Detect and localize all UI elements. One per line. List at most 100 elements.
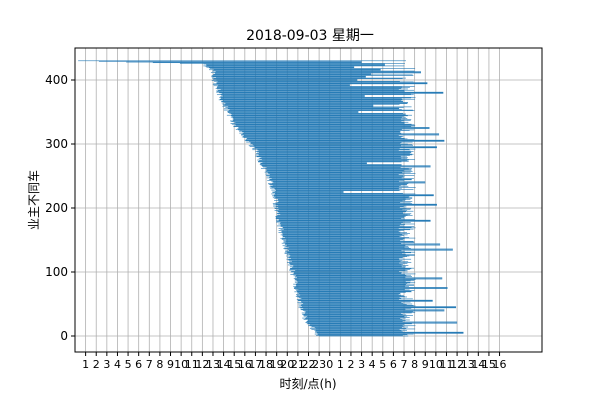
vehicle-bar [278,201,413,202]
vehicle-bar [307,320,406,321]
x-tick-label: 15 [227,358,241,371]
vehicle-bar [255,154,413,156]
vehicle-bar [284,248,453,250]
vehicle-bar [297,281,406,282]
vehicle-bar [300,307,457,309]
vehicle-bar [285,246,409,247]
vehicle-bar [268,183,409,184]
vehicle-bar [302,313,403,315]
vehicle-bar [305,321,458,323]
vehicle-bar [295,270,408,272]
vehicle-bar [316,331,464,333]
vehicle-bar [279,212,404,213]
vehicle-bar [218,99,403,101]
vehicle-bar [276,215,413,216]
vehicle-bar [294,291,412,293]
vehicle-bar [314,333,414,335]
vehicle-bar [250,142,402,144]
vehicle-bar [297,277,443,279]
vehicle-bar [289,269,406,271]
vehicle-bar [300,308,406,310]
vehicle-bar [282,233,403,235]
vehicle-bar [280,224,400,226]
x-tick-label: 2 [347,358,354,371]
vehicle-bar [303,315,413,316]
vehicle-bar [290,264,403,265]
vehicle-bar [246,141,413,143]
vehicle-bar [275,192,403,194]
vehicle-bar [216,82,428,83]
vehicle-bar [269,174,399,176]
vehicle-bar [258,161,402,163]
vehicle-bar [276,210,414,212]
vehicle-bar [269,179,412,181]
vehicle-bar [288,260,403,261]
vehicle-bar [223,108,399,110]
vehicle-bar [230,116,402,118]
vehicle-bar [245,140,445,142]
vehicle-bar [222,100,402,101]
vehicle-bar [309,324,403,326]
x-tick-label: 8 [411,358,418,371]
vehicle-bar [296,285,415,286]
vehicle-bar [301,304,407,305]
vehicle-bar [213,73,372,75]
vehicle-bar [289,268,412,270]
vehicle-bar [288,249,453,251]
vehicle-bar [259,164,402,165]
vehicle-bar [203,63,385,65]
vehicle-bar [300,304,414,306]
vehicle-bar [271,189,399,191]
vehicle-bar [303,314,407,316]
vehicle-bar [292,273,416,275]
vehicle-bar [262,166,431,167]
vehicle-bar [280,224,406,225]
vehicle-bar [260,162,367,164]
vehicle-bar [257,150,411,152]
vehicle-bar [287,249,453,250]
vehicle-bar [277,214,408,216]
vehicle-bar [212,74,413,76]
vehicle-bar [216,91,405,92]
vehicle-bar [233,122,405,124]
vehicle-bar [278,207,400,208]
vehicle-bar [316,335,403,336]
vehicle-bar [281,242,402,244]
vehicle-bar [232,116,404,117]
vehicle-bar [286,258,412,260]
vehicle-bar [278,208,411,210]
vehicle-bar [214,80,400,82]
x-axis-label: 时刻/点(h) [279,377,336,391]
vehicle-bar [255,147,437,149]
vehicle-bar [269,186,400,188]
vehicle-bar [297,296,407,298]
vehicle-bar [283,228,414,230]
vehicle-bar [227,112,359,113]
vehicle-bar [289,261,409,263]
vehicle-bar [289,263,408,264]
vehicle-bar [211,77,406,79]
vehicle-bar [280,226,415,227]
vehicle-bar [214,72,421,74]
vehicle-bar [274,194,434,195]
vehicle-bar [211,76,366,78]
x-tick-label: 13 [206,358,220,371]
x-tick-label: 16 [493,358,507,371]
vehicle-bar [286,255,410,257]
vehicle-bar [301,297,402,299]
vehicle-bar [261,165,431,167]
vehicle-bar [216,79,358,81]
vehicle-bar [293,283,414,285]
vehicle-bar [315,331,403,332]
vehicle-bar [213,70,381,71]
vehicle-bar [233,126,412,128]
vehicle-bar [275,189,414,190]
vehicle-bar [280,214,411,215]
vehicle-bar [298,306,457,308]
vehicle-bar [282,235,402,237]
vehicle-bar [255,155,401,157]
vehicle-bar [270,185,409,187]
vehicle-bar [295,285,406,287]
vehicle-bar [257,148,416,150]
vehicle-bar [297,302,402,304]
